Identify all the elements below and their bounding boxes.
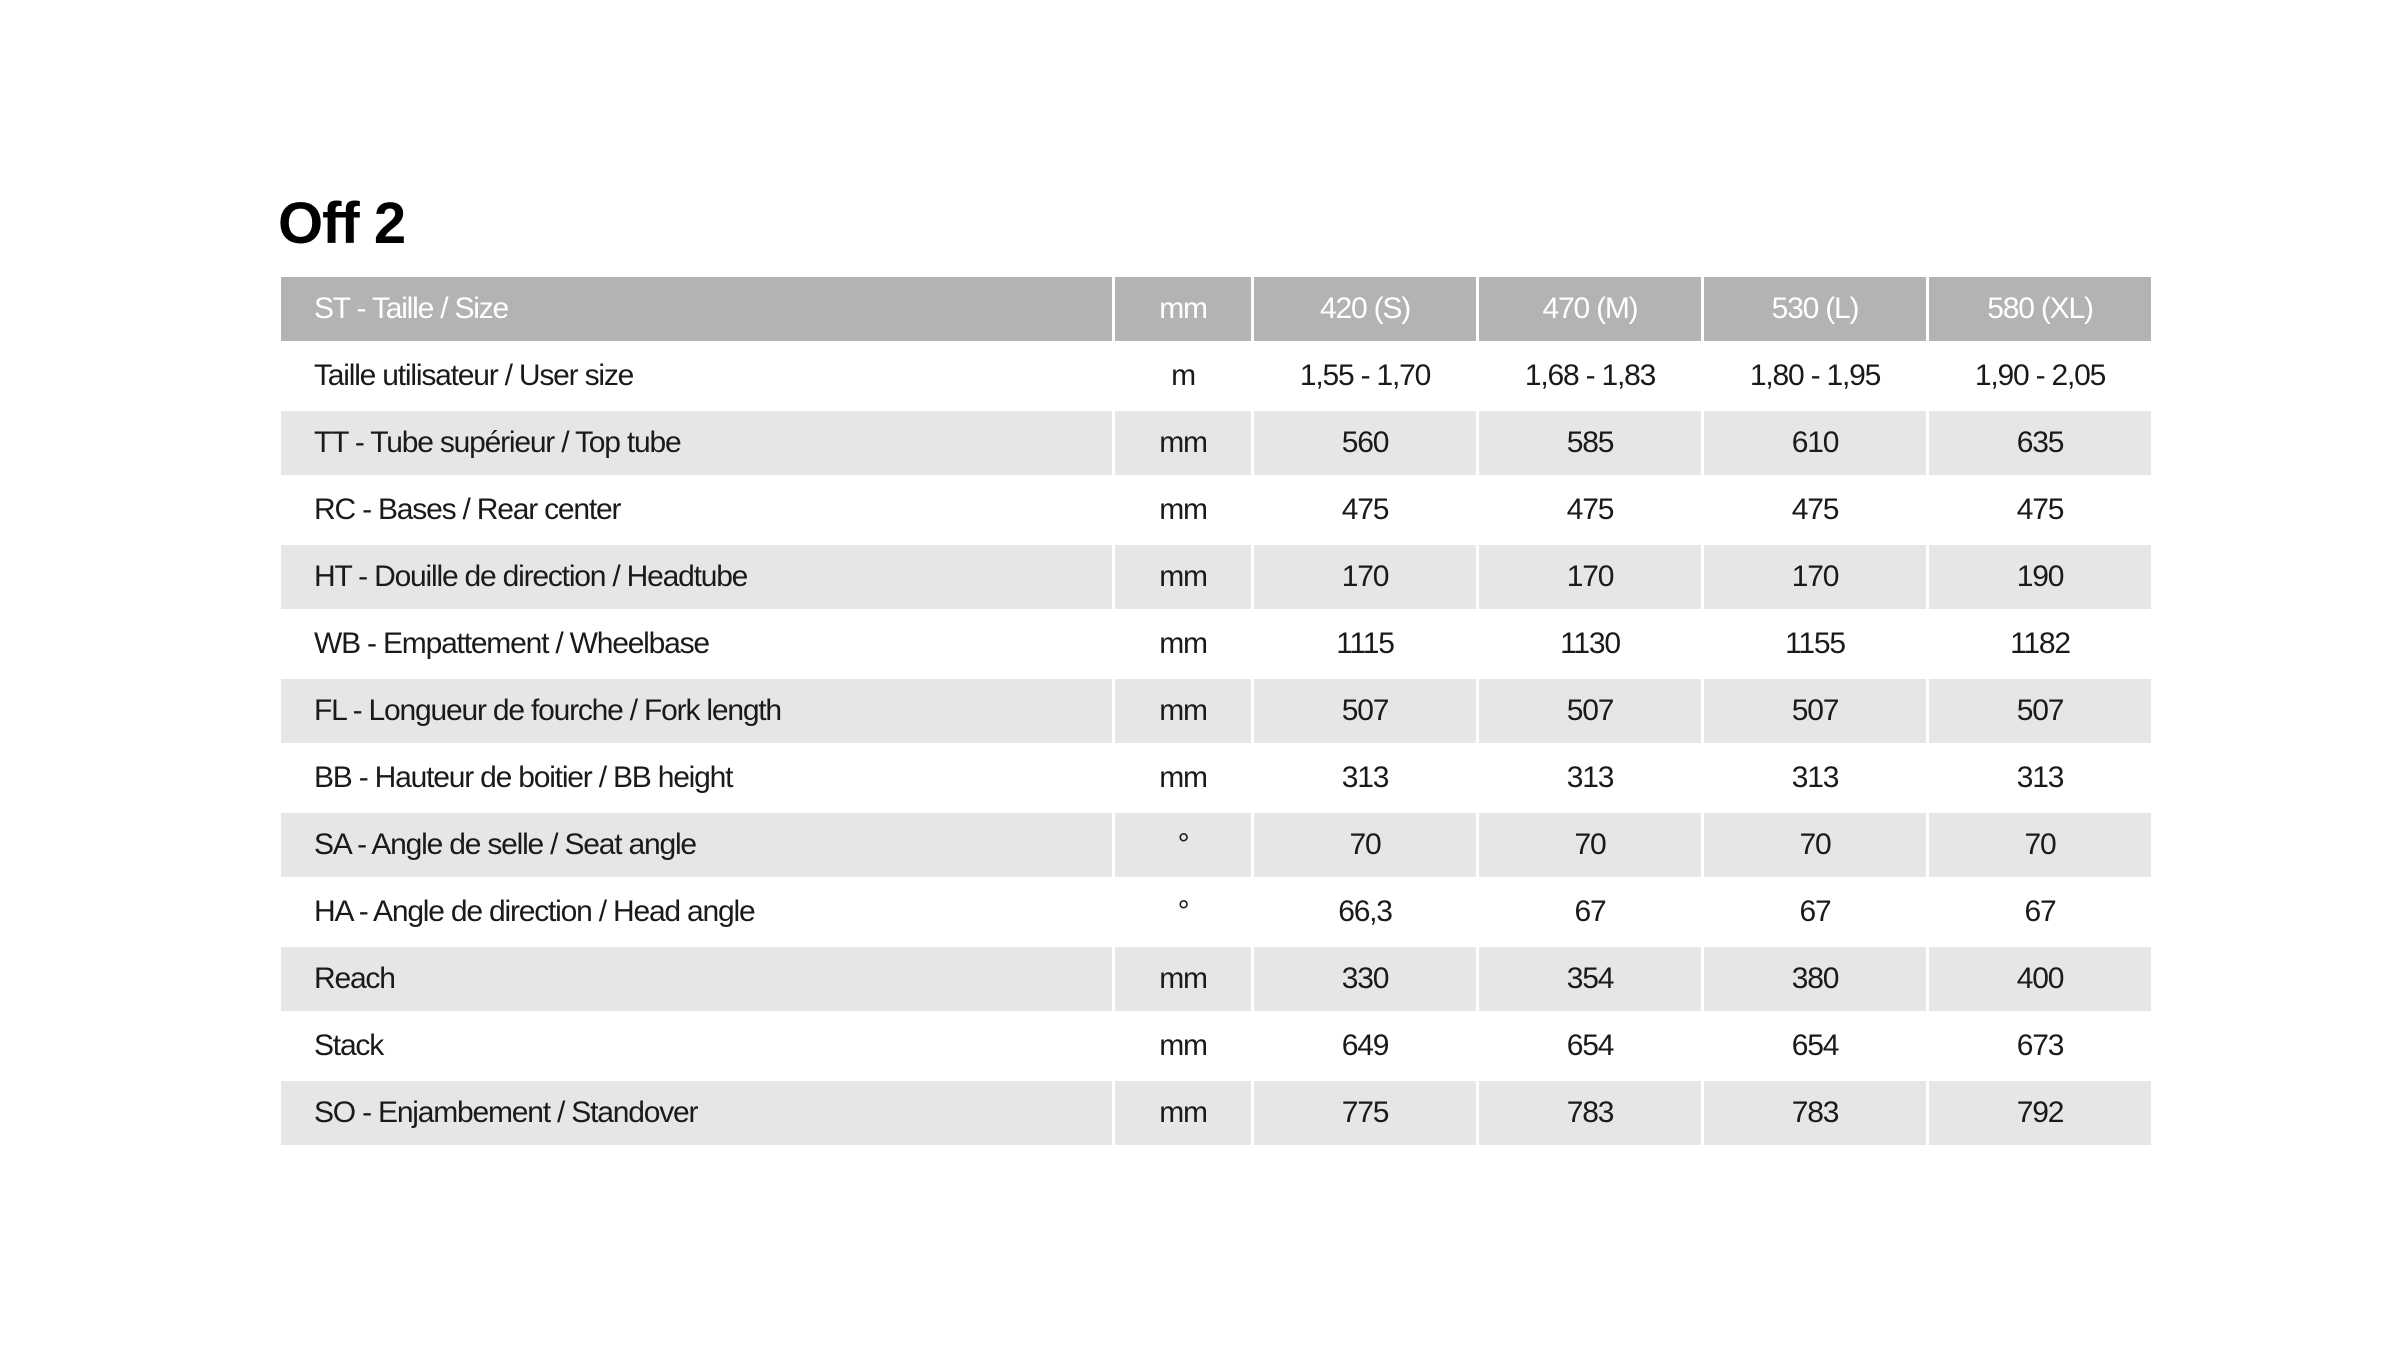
value-cell: 475: [1479, 478, 1701, 542]
unit-cell: mm: [1115, 411, 1251, 475]
value-cell: 313: [1254, 746, 1476, 810]
row-label: FL - Longueur de fourche / Fork length: [281, 679, 1112, 743]
value-cell: 1115: [1254, 612, 1476, 676]
row-label: BB - Hauteur de boitier / BB height: [281, 746, 1112, 810]
value-cell: 475: [1704, 478, 1926, 542]
table-row: BB - Hauteur de boitier / BB height mm 313…: [281, 746, 2151, 810]
row-label: HA - Angle de direction / Head angle: [281, 880, 1112, 944]
value-cell: 70: [1704, 813, 1926, 877]
row-label: Stack: [281, 1014, 1112, 1078]
value-cell: 470 (M): [1479, 277, 1701, 341]
value-cell: 170: [1254, 545, 1476, 609]
value-cell: 66,3: [1254, 880, 1476, 944]
value-cell: 67: [1704, 880, 1926, 944]
value-cell: 1,55 - 1,70: [1254, 344, 1476, 408]
value-cell: 1130: [1479, 612, 1701, 676]
value-cell: 70: [1479, 813, 1701, 877]
page-title: Off 2: [278, 191, 406, 256]
value-cell: 170: [1704, 545, 1926, 609]
value-cell: 67: [1929, 880, 2151, 944]
unit-cell: mm: [1115, 947, 1251, 1011]
unit-cell: °: [1115, 880, 1251, 944]
table-row: SO - Enjambement / Standover mm 775 783 783 7…: [281, 1081, 2151, 1145]
row-label: RC - Bases / Rear center: [281, 478, 1112, 542]
value-cell: 1155: [1704, 612, 1926, 676]
value-cell: 654: [1704, 1014, 1926, 1078]
table-header: ST - Taille / Size mm 420 (S) 470 (M) 530 (L…: [281, 277, 2151, 341]
row-label: Taille utilisateur / User size: [281, 344, 1112, 408]
value-cell: 475: [1929, 478, 2151, 542]
value-cell: 1,90 - 2,05: [1929, 344, 2151, 408]
value-cell: 507: [1479, 679, 1701, 743]
value-cell: 635: [1929, 411, 2151, 475]
value-cell: 783: [1479, 1081, 1701, 1145]
table-row: Reach mm 330 354 380 400: [281, 947, 2151, 1011]
value-cell: 330: [1254, 947, 1476, 1011]
value-cell: 354: [1479, 947, 1701, 1011]
table-row: RC - Bases / Rear center mm 475 475 475 475: [281, 478, 2151, 542]
table-row: Stack mm 649 654 654 673: [281, 1014, 2151, 1078]
unit-cell: mm: [1115, 746, 1251, 810]
value-cell: 67: [1479, 880, 1701, 944]
unit-cell: °: [1115, 813, 1251, 877]
value-cell: 530 (L): [1704, 277, 1926, 341]
value-cell: 580 (XL): [1929, 277, 2151, 341]
value-cell: 1,80 - 1,95: [1704, 344, 1926, 408]
unit-cell: mm: [1115, 1014, 1251, 1078]
value-cell: 400: [1929, 947, 2151, 1011]
table-row: Taille utilisateur / User size m 1,55 - 1,…: [281, 344, 2151, 408]
row-label: HT - Douille de direction / Headtube: [281, 545, 1112, 609]
geometry-table: ST - Taille / Size mm 420 (S) 470 (M) 530 (L…: [278, 274, 2154, 1148]
value-cell: 610: [1704, 411, 1926, 475]
row-label: WB - Empattement / Wheelbase: [281, 612, 1112, 676]
table-row: WB - Empattement / Wheelbase mm 1115 1130 11…: [281, 612, 2151, 676]
unit-cell: mm: [1115, 478, 1251, 542]
unit-cell: mm: [1115, 545, 1251, 609]
unit-cell: m: [1115, 344, 1251, 408]
value-cell: 654: [1479, 1014, 1701, 1078]
value-cell: 190: [1929, 545, 2151, 609]
value-cell: 313: [1929, 746, 2151, 810]
table-row: SA - Angle de selle / Seat angle ° 70 70 70 7…: [281, 813, 2151, 877]
table-row: FL - Longueur de fourche / Fork length mm…: [281, 679, 2151, 743]
value-cell: 507: [1254, 679, 1476, 743]
row-label: ST - Taille / Size: [281, 277, 1112, 341]
value-cell: 380: [1704, 947, 1926, 1011]
value-cell: 585: [1479, 411, 1701, 475]
unit-cell: mm: [1115, 679, 1251, 743]
unit-cell: mm: [1115, 612, 1251, 676]
value-cell: 1182: [1929, 612, 2151, 676]
value-cell: 560: [1254, 411, 1476, 475]
value-cell: 70: [1929, 813, 2151, 877]
row-label: TT - Tube supérieur / Top tube: [281, 411, 1112, 475]
value-cell: 420 (S): [1254, 277, 1476, 341]
value-cell: 70: [1254, 813, 1476, 877]
row-label: Reach: [281, 947, 1112, 1011]
value-cell: 507: [1929, 679, 2151, 743]
row-label: SA - Angle de selle / Seat angle: [281, 813, 1112, 877]
value-cell: 775: [1254, 1081, 1476, 1145]
value-cell: 792: [1929, 1081, 2151, 1145]
table-row: HA - Angle de direction / Head angle ° 66,…: [281, 880, 2151, 944]
table-row: HT - Douille de direction / Headtube mm 17…: [281, 545, 2151, 609]
value-cell: 313: [1704, 746, 1926, 810]
unit-cell: mm: [1115, 277, 1251, 341]
value-cell: 1,68 - 1,83: [1479, 344, 1701, 408]
value-cell: 507: [1704, 679, 1926, 743]
unit-cell: mm: [1115, 1081, 1251, 1145]
value-cell: 783: [1704, 1081, 1926, 1145]
value-cell: 170: [1479, 545, 1701, 609]
value-cell: 313: [1479, 746, 1701, 810]
value-cell: 673: [1929, 1014, 2151, 1078]
value-cell: 475: [1254, 478, 1476, 542]
table-row: TT - Tube supérieur / Top tube mm 560 585 61…: [281, 411, 2151, 475]
row-label: SO - Enjambement / Standover: [281, 1081, 1112, 1145]
value-cell: 649: [1254, 1014, 1476, 1078]
